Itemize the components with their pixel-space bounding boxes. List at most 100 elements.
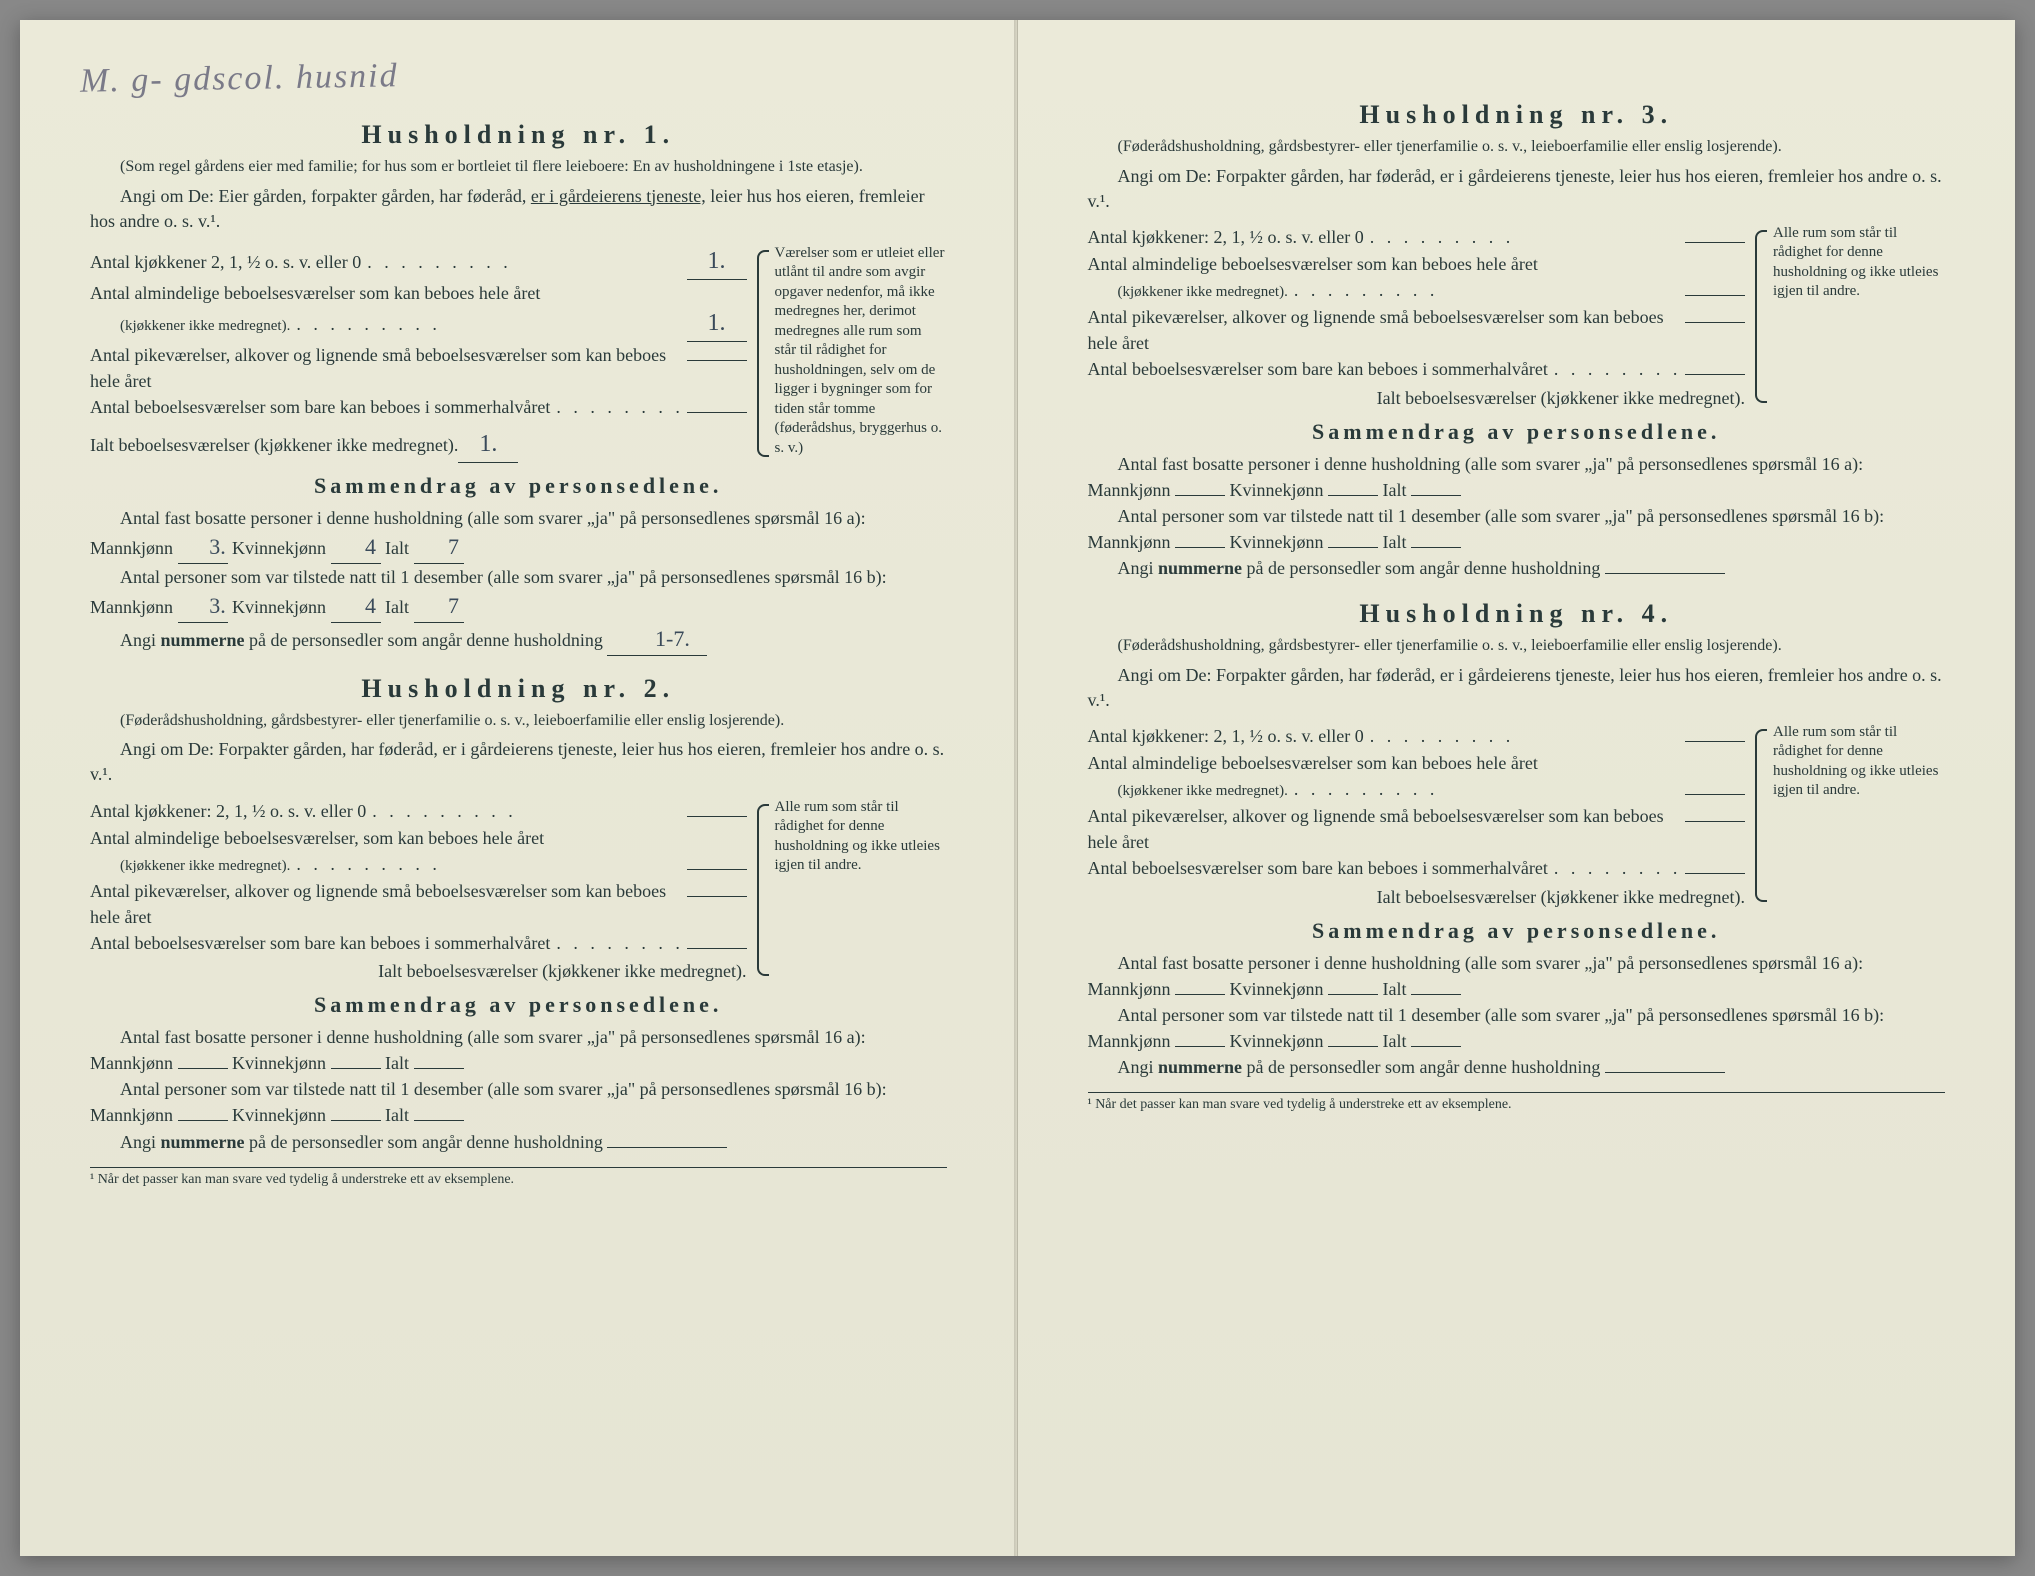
dots: . . . . . . . . . (1370, 723, 1679, 750)
household-2-intro: (Føderådshusholdning, gårdsbestyrer- ell… (90, 710, 947, 732)
ialt-label-2: Ialt (385, 597, 409, 617)
dots: . . . . . . . . . (367, 249, 680, 276)
kvinne-label-h3: Kvinnekjønn (1230, 480, 1324, 500)
kvinne-label-2: Kvinnekjønn (232, 597, 326, 617)
tilstede-kvinne: 4 (331, 590, 381, 623)
household-2: Husholdning nr. 2. (Føderådshusholdning,… (90, 674, 947, 1188)
dots: . . . . . . . . . (1294, 776, 1679, 803)
tilstede-4: Antal personer som var tilstede natt til… (1088, 1002, 1946, 1054)
rooms-label-3: Antal almindelige beboelsesværelser som … (1088, 251, 1538, 277)
rooms-line2-h3: (kjøkkener ikke medregnet). . . . . . . … (1088, 277, 1746, 304)
tilstede-mann-3 (1175, 547, 1225, 548)
household-1: Husholdning nr. 1. (Som regel gårdens ei… (90, 120, 947, 656)
household-1-rows: Antal kjøkkener 2, 1, ½ o. s. v. eller 0… (90, 244, 947, 463)
ialt-label-h3b: Ialt (1383, 532, 1407, 552)
fast-text-4: Antal fast bosatte personer i denne hush… (1088, 953, 1864, 999)
summer-fill-2 (687, 948, 747, 949)
pike-line-4: Antal pikeværelser, alkover og lignende … (1088, 803, 1746, 855)
angi-num-1: Angi nummerne på de personsedler som ang… (90, 623, 947, 656)
rooms-line-h4: Antal almindelige beboelsesværelser som … (1088, 750, 1746, 776)
tilstede-ialt-3 (1411, 547, 1461, 548)
tilstede-mann: 3. (178, 590, 228, 623)
angi-num-2: Angi nummerne på de personsedler som ang… (90, 1129, 947, 1155)
pike-line-3: Antal pikeværelser, alkover og lignende … (1088, 304, 1746, 356)
dots: . . . . . . . . . (296, 311, 680, 338)
ialt-label-h3: Ialt (1383, 480, 1407, 500)
fast-mann-3 (1175, 495, 1225, 496)
tilstede-2: Antal personer som var tilstede natt til… (90, 1076, 947, 1128)
summer-fill (687, 412, 747, 413)
rooms-label-2: Antal almindelige beboelsesværelser, som… (90, 825, 544, 851)
summer-fill-4 (1685, 873, 1745, 874)
household-3-angi: Angi om De: Forpakter gården, har føderå… (1088, 164, 1946, 214)
tilstede-kvinne-2 (331, 1120, 381, 1121)
household-1-intro: (Som regel gårdens eier med familie; for… (90, 156, 947, 178)
rooms-line2-h4: (kjøkkener ikke medregnet). . . . . . . … (1088, 776, 1746, 803)
tilstede-mann-4 (1175, 1046, 1225, 1047)
fast-ialt-2 (414, 1068, 464, 1069)
dots: . . . . . . . . . (1294, 277, 1679, 304)
rooms-note-3: (kjøkkener ikke medregnet). (1118, 282, 1288, 304)
household-4-rows: Antal kjøkkener: 2, 1, ½ o. s. v. eller … (1088, 723, 1946, 908)
rooms-line-h2: Antal almindelige beboelsesværelser, som… (90, 825, 747, 851)
rooms-fill-3 (1685, 295, 1745, 296)
summer-line-4: Antal beboelsesværelser som bare kan beb… (1088, 855, 1746, 882)
angi-num-rest: på de personsedler som angår denne husho… (249, 630, 603, 650)
summer-line-3: Antal beboelsesværelser som bare kan beb… (1088, 356, 1746, 383)
page-right: Husholdning nr. 3. (Føderådshusholdning,… (1018, 20, 2016, 1556)
kitchen-line: Antal kjøkkener 2, 1, ½ o. s. v. eller 0… (90, 244, 747, 280)
rooms-note: (kjøkkener ikke medregnet). (120, 316, 290, 338)
dots: . . . . . . . . . (556, 930, 680, 957)
kvinne-label-h2: Kvinnekjønn (232, 1053, 326, 1073)
fast-2: Antal fast bosatte personer i denne hush… (90, 1024, 947, 1076)
summer-fill-3 (1685, 374, 1745, 375)
pike-label: Antal pikeværelser, alkover og lignende … (90, 342, 687, 394)
ialt-line-3: Ialt beboelsesværelser (kjøkkener ikke m… (1088, 388, 1746, 409)
angi-num-fill-4 (1605, 1072, 1725, 1073)
kvinne-label-h4b: Kvinnekjønn (1230, 1031, 1324, 1051)
rooms-label: Antal almindelige beboelsesværelser som … (90, 280, 540, 306)
household-1-title: Husholdning nr. 1. (90, 120, 947, 150)
pike-label-3: Antal pikeværelser, alkover og lignende … (1088, 304, 1674, 356)
kitchen-fill-2 (687, 816, 747, 817)
ialt-label-2b: Ialt beboelsesværelser (kjøkkener ikke m… (378, 961, 746, 981)
household-4-intro: (Føderådshusholdning, gårdsbestyrer- ell… (1088, 635, 1946, 657)
fast-mann-2 (178, 1068, 228, 1069)
tilstede-text-2: Antal personer som var tilstede natt til… (90, 1079, 887, 1125)
tilstede-ialt: 7 (414, 590, 464, 623)
ialt-fill: 1. (458, 427, 518, 463)
angi-num-bold-4: nummerne (1158, 1057, 1242, 1077)
ialt-label-4: Ialt beboelsesværelser (kjøkkener ikke m… (1377, 887, 1745, 907)
ialt-label-h2: Ialt (385, 1053, 409, 1073)
sammendrag-3-title: Sammendrag av personsedlene. (1088, 419, 1946, 445)
fast-ialt-4 (1411, 994, 1461, 995)
household-3: Husholdning nr. 3. (Føderådshusholdning,… (1088, 100, 1946, 581)
pike-fill (687, 360, 747, 361)
brace-note-4: Alle rum som står til rådighet for denne… (1755, 723, 1945, 908)
kvinne-label-h2b: Kvinnekjønn (232, 1105, 326, 1125)
tilstede-mann-2 (178, 1120, 228, 1121)
rooms-line: Antal almindelige beboelsesværelser som … (90, 280, 747, 306)
kitchen-fill-4 (1685, 741, 1745, 742)
fast-kvinne-2 (331, 1068, 381, 1069)
household-4-angi: Angi om De: Forpakter gården, har føderå… (1088, 663, 1946, 713)
tilstede-3: Antal personer som var tilstede natt til… (1088, 503, 1946, 555)
ialt-line-2: Ialt beboelsesværelser (kjøkkener ikke m… (90, 961, 747, 982)
summer-label-2: Antal beboelsesværelser som bare kan beb… (90, 930, 550, 956)
summer-label: Antal beboelsesværelser som bare kan beb… (90, 394, 550, 420)
tilstede-text-4: Antal personer som var tilstede natt til… (1088, 1005, 1885, 1051)
brace-note-2: Alle rum som står til rådighet for denne… (757, 798, 947, 983)
kitchen-label: Antal kjøkkener 2, 1, ½ o. s. v. eller 0 (90, 249, 361, 275)
dots: . . . . . . . . . (1554, 356, 1679, 383)
ialt-label-inline: Ialt (385, 538, 409, 558)
ialt-line-4: Ialt beboelsesværelser (kjøkkener ikke m… (1088, 887, 1746, 908)
household-2-rows: Antal kjøkkener: 2, 1, ½ o. s. v. eller … (90, 798, 947, 983)
pike-line: Antal pikeværelser, alkover og lignende … (90, 342, 747, 394)
fast-1: Antal fast bosatte personer i denne hush… (90, 505, 947, 564)
kitchen-line-2: Antal kjøkkener: 2, 1, ½ o. s. v. eller … (90, 798, 747, 825)
household-3-title: Husholdning nr. 3. (1088, 100, 1946, 130)
kitchen-label-3: Antal kjøkkener: 2, 1, ½ o. s. v. eller … (1088, 224, 1364, 250)
rooms-line2-h2: (kjøkkener ikke medregnet). . . . . . . … (90, 851, 747, 878)
angi-num-label-3: Angi (1118, 558, 1154, 578)
angi-num-fill-2 (607, 1147, 727, 1148)
